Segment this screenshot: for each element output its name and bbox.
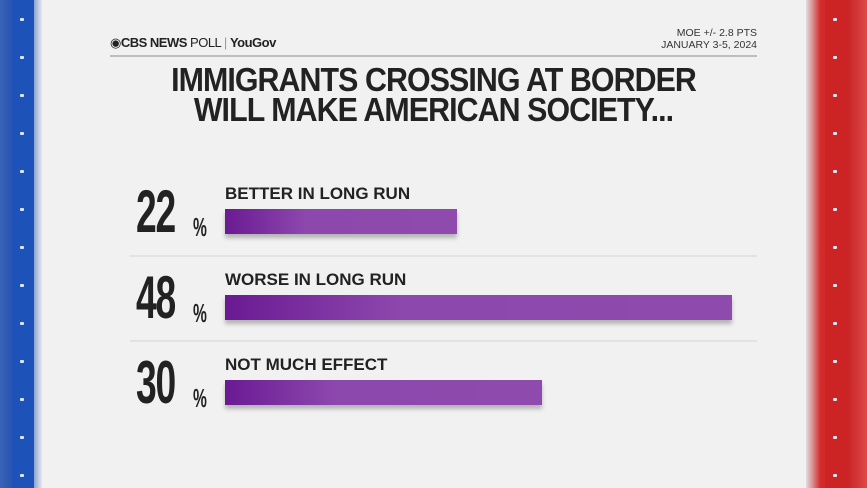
right-frame <box>805 0 867 488</box>
rivet <box>20 436 24 439</box>
bar-row: 48 % WORSE IN LONG RUN <box>0 268 867 348</box>
rivet <box>20 322 24 325</box>
rivet <box>20 398 24 401</box>
bar <box>225 380 542 405</box>
value-label: 22 <box>136 178 176 245</box>
rivet <box>833 18 837 21</box>
header-rule <box>110 55 757 57</box>
rivet <box>833 436 837 439</box>
value-label: 48 <box>136 264 176 331</box>
percent-sign: % <box>193 383 207 413</box>
panel <box>42 0 806 488</box>
category-label: BETTER IN LONG RUN <box>225 184 411 203</box>
rivet <box>20 56 24 59</box>
moe: MOE +/- 2.8 PTS <box>676 27 757 39</box>
rivet <box>20 170 24 173</box>
cbs-eye-icon: ◉ <box>110 35 121 50</box>
rivet <box>833 398 837 401</box>
brand: CBS NEWS <box>120 35 188 50</box>
rivet <box>833 94 837 97</box>
poll-dates: JANUARY 3-5, 2024 <box>661 39 757 51</box>
rivet <box>833 322 837 325</box>
percent-sign: % <box>193 298 207 328</box>
row-separator <box>130 255 757 257</box>
rivet <box>20 94 24 97</box>
value-label: 30 <box>136 349 176 416</box>
poll-logo: ◉CBS NEWS POLL | YouGov <box>110 35 276 50</box>
rivet <box>833 474 837 477</box>
row-separator <box>130 340 757 342</box>
rivet <box>833 56 837 59</box>
title-line-2: WILL MAKE AMERICAN SOCIETY... <box>193 91 674 128</box>
bar-row: 22 % BETTER IN LONG RUN <box>0 182 867 262</box>
rivet <box>20 208 24 211</box>
brand-suffix: POLL <box>190 35 221 50</box>
percent-sign: % <box>193 212 207 242</box>
rivet <box>833 208 837 211</box>
category-label: NOT MUCH EFFECT <box>225 355 388 374</box>
rivet <box>833 360 837 363</box>
title-line-1: IMMIGRANTS CROSSING AT BORDER <box>171 61 697 98</box>
rivet <box>20 246 24 249</box>
rivet <box>20 132 24 135</box>
rivet <box>833 132 837 135</box>
rivet <box>833 170 837 173</box>
bar-row: 30 % NOT MUCH EFFECT <box>0 353 867 433</box>
category-label: WORSE IN LONG RUN <box>225 270 407 289</box>
rivet <box>833 246 837 249</box>
rivet <box>20 284 24 287</box>
poll-meta: MOE +/- 2.8 PTS JANUARY 3-5, 2024 <box>661 27 757 51</box>
left-frame <box>0 0 42 488</box>
bar <box>225 209 458 234</box>
rivet <box>20 474 24 477</box>
chart-title: IMMIGRANTS CROSSING AT BORDER WILL MAKE … <box>127 61 741 128</box>
bar <box>225 295 732 320</box>
rivet <box>20 18 24 21</box>
rivet <box>20 360 24 363</box>
partner-logo: YouGov <box>229 35 276 50</box>
rivet <box>833 284 837 287</box>
